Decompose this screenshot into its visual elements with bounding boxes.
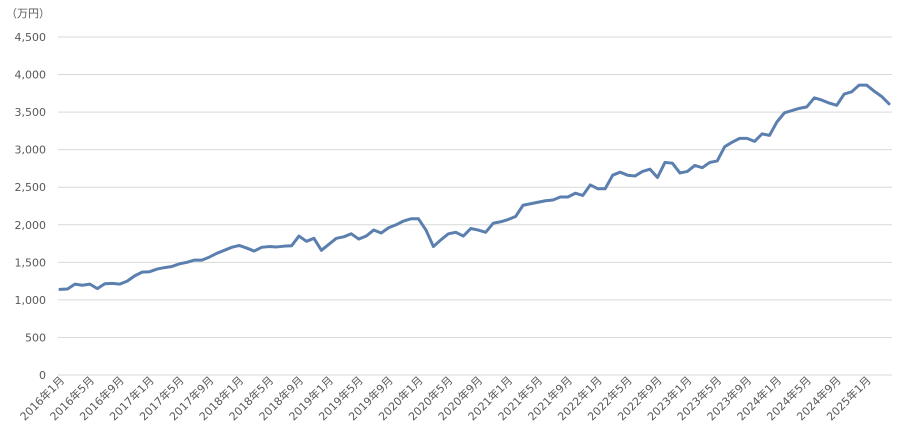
y-tick-label: 3,000 [15,144,47,157]
y-axis-ticks: 0 500 1,000 1,500 2,000 2,500 3,000 3,500 4,000 4… [15,31,47,382]
y-tick-label: 500 [25,331,46,344]
y-tick-label: 4,000 [15,69,47,82]
y-tick-label: 2,000 [15,219,47,232]
gridlines [58,36,892,338]
y-tick-label: 3,500 [15,106,47,119]
y-tick-label: 4,500 [15,31,47,44]
unit-label: （万円） [6,7,50,20]
series-group [58,83,891,291]
y-tick-label: 1,000 [15,294,47,307]
y-tick-label: 2,500 [15,181,47,194]
series-line [58,83,891,291]
x-axis-ticks: 2016年1月2016年5月2016年9月2017年1月2017年5月2017年… [17,373,874,423]
y-tick-label: 1,500 [15,256,47,269]
y-tick-label: 0 [39,369,46,382]
